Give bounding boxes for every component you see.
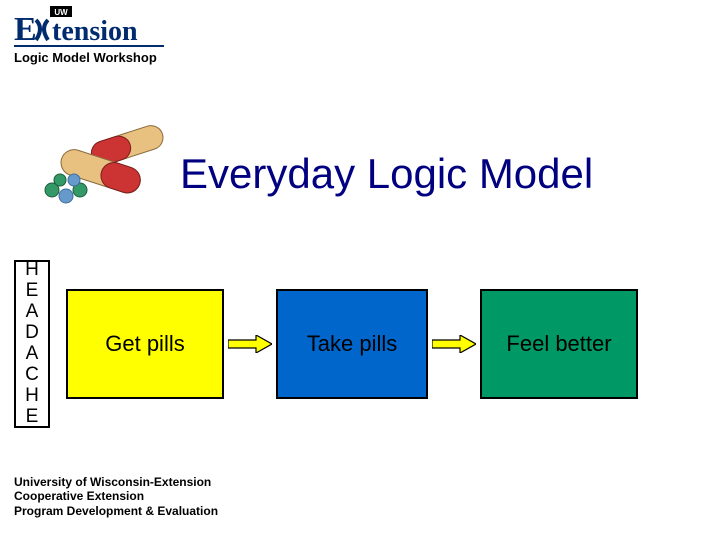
footer-line: Program Development & Evaluation [14, 504, 218, 518]
logic-flow: HEADACHE Get pills Take pills Feel bette… [14, 260, 708, 428]
headache-letter: A [24, 344, 40, 365]
headache-letter: E [24, 281, 40, 302]
flow-step-feel-better: Feel better [480, 289, 638, 399]
footer-line: University of Wisconsin-Extension [14, 475, 218, 489]
flow-step-label: Take pills [307, 331, 397, 357]
flow-input-headache: HEADACHE [14, 260, 50, 428]
logo: UW E tension [14, 6, 174, 55]
flow-step-take-pills: Take pills [276, 289, 428, 399]
slide-title: Everyday Logic Model [180, 150, 593, 198]
flow-step-get-pills: Get pills [66, 289, 224, 399]
flow-step-label: Get pills [105, 331, 184, 357]
header-subtitle: Logic Model Workshop [14, 50, 157, 65]
svg-text:E: E [14, 11, 37, 48]
pill-illustration [30, 110, 190, 210]
headache-letter: E [24, 407, 40, 428]
flow-step-label: Feel better [506, 331, 611, 357]
arrow-icon [224, 335, 276, 353]
headache-letter: H [24, 386, 40, 407]
arrow-icon [428, 335, 480, 353]
headache-letter: C [24, 365, 40, 386]
footer-line: Cooperative Extension [14, 489, 218, 503]
headache-letter: D [24, 323, 40, 344]
headache-letter: H [24, 260, 40, 281]
footer-attribution: University of Wisconsin-Extension Cooper… [14, 475, 218, 518]
headache-letter: A [24, 302, 40, 323]
logo-text: tension [52, 16, 138, 47]
